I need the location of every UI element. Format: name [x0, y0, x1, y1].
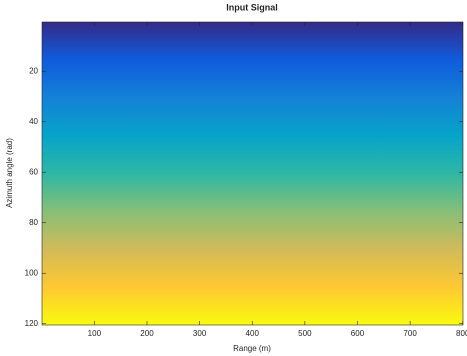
x-tick-label: 100 — [88, 329, 102, 338]
y-tick-label: 40 — [29, 117, 38, 126]
x-tick-label: 300 — [193, 329, 207, 338]
y-tick-label: 20 — [29, 66, 38, 75]
x-tick-label: 200 — [140, 329, 154, 338]
x-tick-label: 800 — [456, 329, 467, 338]
y-tick-label: 80 — [29, 218, 38, 227]
chart-title: Input Signal — [226, 2, 278, 12]
x-tick-label: 400 — [246, 329, 260, 338]
x-tick-label: 600 — [351, 329, 365, 338]
x-tick-label: 700 — [403, 329, 417, 338]
y-tick-label: 120 — [25, 319, 39, 328]
y-tick-label: 100 — [25, 268, 39, 277]
heatmap-image — [42, 22, 463, 325]
x-axis-label: Range (m) — [233, 344, 271, 353]
x-tick-label: 500 — [298, 329, 312, 338]
y-axis-label: Azimuth angle (rad) — [5, 138, 14, 208]
y-tick-label: 60 — [29, 167, 38, 176]
